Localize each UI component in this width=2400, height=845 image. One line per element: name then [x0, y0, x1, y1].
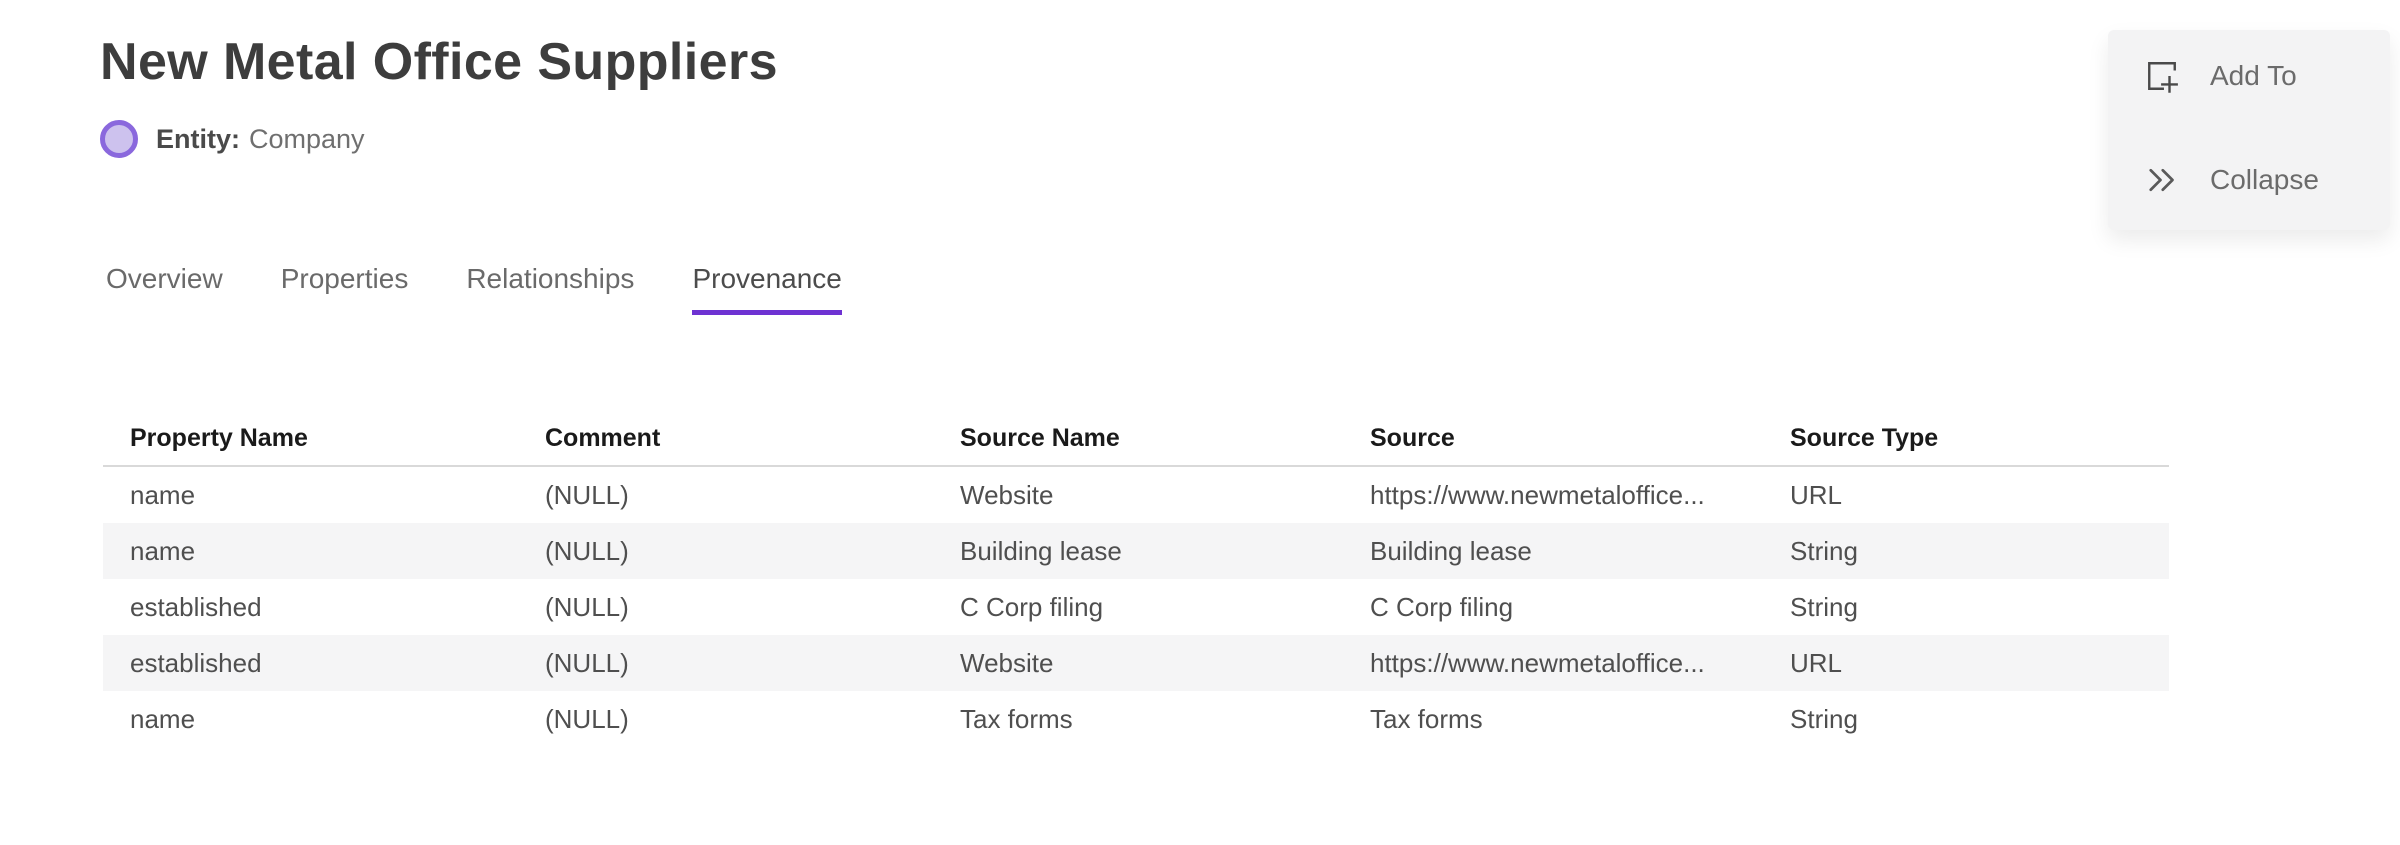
tab-overview[interactable]: Overview — [106, 263, 223, 295]
page-title: New Metal Office Suppliers — [100, 33, 778, 91]
cell-comment: (NULL) — [545, 479, 629, 510]
entity-value: Company — [249, 123, 365, 154]
column-header-source-type: Source Type — [1790, 423, 1939, 452]
cell-comment: (NULL) — [545, 591, 629, 622]
cell-property-name: established — [130, 591, 262, 622]
cell-comment: (NULL) — [545, 647, 629, 678]
cell-source-name: C Corp filing — [960, 591, 1104, 622]
collapse-label: Collapse — [2210, 164, 2319, 195]
cell-source-type: URL — [1790, 479, 1843, 510]
add-to-button[interactable]: Add To — [2144, 58, 2390, 94]
cell-source-type: String — [1790, 591, 1858, 622]
column-header-source-name: Source Name — [960, 423, 1120, 452]
cell-source: https://www.newmetaloffice... — [1370, 647, 1705, 678]
cell-source: https://www.newmetaloffice... — [1370, 479, 1705, 510]
cell-property-name: established — [130, 647, 262, 678]
table-row[interactable]: name (NULL) Building lease Building leas… — [103, 523, 2169, 580]
double-chevron-right-icon — [2144, 162, 2180, 198]
entity-type-row: Entity: Company — [100, 119, 2400, 159]
table-row[interactable]: established (NULL) Website https://www.n… — [103, 635, 2169, 692]
side-action-panel: Add To Collapse — [2108, 30, 2390, 230]
column-header-comment: Comment — [545, 423, 661, 452]
cell-source-type: String — [1790, 703, 1858, 734]
cell-property-name: name — [130, 479, 196, 510]
cell-source-type: URL — [1790, 647, 1843, 678]
add-to-square-plus-icon — [2144, 58, 2180, 94]
column-header-source: Source — [1370, 423, 1455, 452]
cell-property-name: name — [130, 535, 196, 566]
entity-label: Entity: — [156, 123, 240, 154]
cell-comment: (NULL) — [545, 703, 629, 734]
tab-properties[interactable]: Properties — [280, 263, 409, 295]
cell-source: Tax forms — [1370, 703, 1483, 734]
cell-property-name: name — [130, 703, 196, 734]
cell-source-name: Website — [960, 479, 1054, 510]
cell-source: Building lease — [1370, 535, 1532, 566]
tab-bar: Overview Properties Relationships Proven… — [106, 263, 2400, 316]
cell-source-name: Website — [960, 647, 1054, 678]
entity-detail-page: New Metal Office Suppliers Entity: Compa… — [100, 33, 2400, 747]
cell-source-name: Building lease — [960, 535, 1122, 566]
add-to-label: Add To — [2210, 60, 2297, 91]
cell-source-type: String — [1790, 535, 1858, 566]
cell-source: C Corp filing — [1370, 591, 1514, 622]
table-row[interactable]: name (NULL) Website https://www.newmetal… — [103, 467, 2169, 523]
table-row[interactable]: name (NULL) Tax forms Tax forms String — [103, 691, 2169, 747]
provenance-table: Property Name Comment Source Name Source… — [103, 411, 2169, 747]
cell-source-name: Tax forms — [960, 703, 1073, 734]
table-row[interactable]: established (NULL) C Corp filing C Corp … — [103, 579, 2169, 635]
tab-provenance[interactable]: Provenance — [692, 263, 842, 316]
tab-relationships[interactable]: Relationships — [466, 263, 635, 295]
entity-type-circle-icon — [100, 120, 138, 159]
collapse-button[interactable]: Collapse — [2144, 162, 2390, 198]
column-header-property-name: Property Name — [130, 423, 308, 452]
table-header-row: Property Name Comment Source Name Source… — [103, 411, 2169, 468]
cell-comment: (NULL) — [545, 535, 629, 566]
